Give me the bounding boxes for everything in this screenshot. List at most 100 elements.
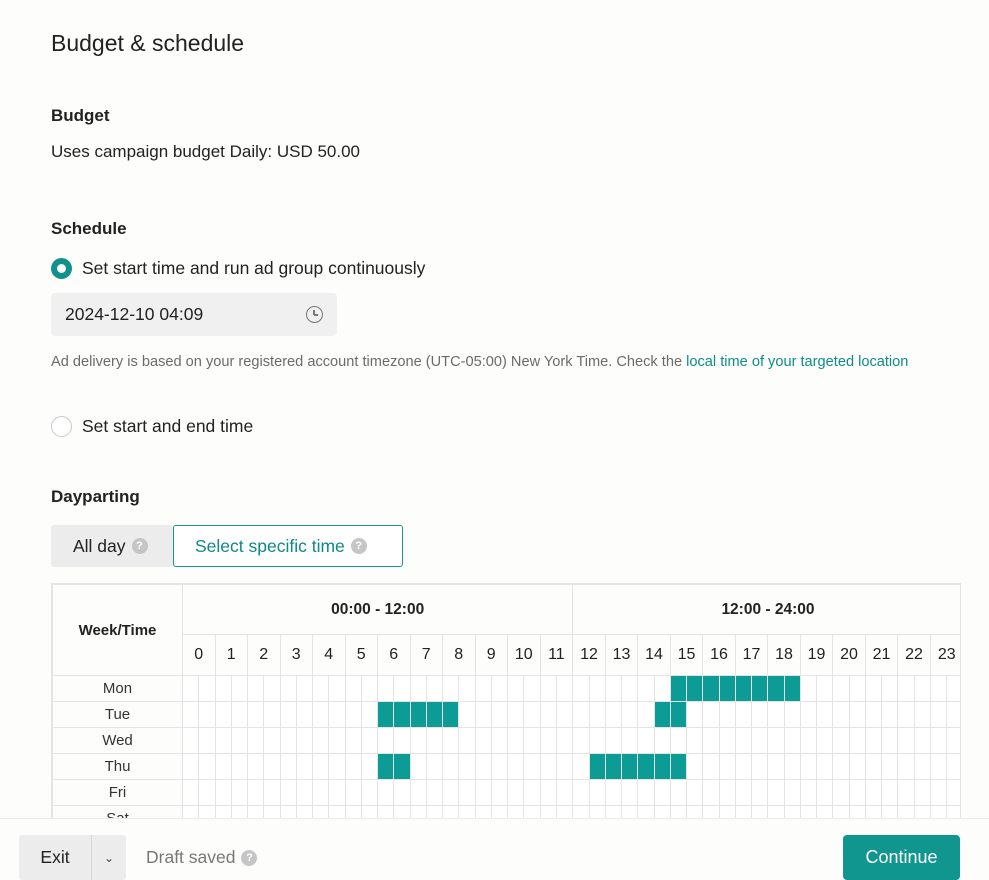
time-slot[interactable] [198,779,216,806]
time-slot[interactable] [230,675,249,702]
time-slot[interactable] [311,805,330,819]
time-slot[interactable] [604,701,623,728]
time-slot[interactable] [929,701,948,728]
time-slot[interactable] [409,675,427,702]
time-slot[interactable] [588,675,606,702]
time-slot[interactable] [832,727,850,754]
time-slot[interactable] [376,675,395,702]
time-slot[interactable] [653,675,671,702]
time-slot[interactable] [474,727,492,754]
time-slot[interactable] [393,727,411,754]
time-slot-selected[interactable] [783,675,801,702]
time-slot[interactable] [637,779,655,806]
time-slot[interactable] [864,701,883,728]
time-slot[interactable] [214,753,232,780]
time-slot[interactable] [490,727,509,754]
time-slot[interactable] [230,805,249,819]
time-slot[interactable] [344,753,362,780]
time-slot[interactable] [214,675,232,702]
time-slot[interactable] [328,727,346,754]
time-slot[interactable] [506,805,525,819]
time-slot[interactable] [295,753,314,780]
time-slot[interactable] [523,805,541,819]
time-slot[interactable] [555,779,574,806]
time-slot[interactable] [506,727,525,754]
time-slot[interactable] [441,675,460,702]
time-slot[interactable] [783,701,801,728]
time-slot[interactable] [832,675,850,702]
local-time-link[interactable]: local time of your targeted location [686,354,909,370]
time-slot[interactable] [214,779,232,806]
time-slot[interactable] [523,779,541,806]
time-slot[interactable] [409,805,427,819]
time-slot[interactable] [328,675,346,702]
time-slot[interactable] [799,701,818,728]
radio-start-end-time[interactable]: Set start and end time [51,416,253,437]
time-slot[interactable] [181,727,200,754]
time-slot[interactable] [718,701,736,728]
time-slot[interactable] [588,805,606,819]
time-slot[interactable] [279,701,297,728]
time-slot[interactable] [279,727,297,754]
time-slot[interactable] [539,675,557,702]
time-slot[interactable] [555,675,574,702]
time-slot[interactable] [279,779,297,806]
time-slot-selected[interactable] [718,675,736,702]
time-slot[interactable] [913,779,931,806]
time-slot[interactable] [230,779,249,806]
time-slot[interactable] [864,727,883,754]
time-slot[interactable] [198,675,216,702]
time-slot[interactable] [311,779,330,806]
time-slot[interactable] [263,675,281,702]
time-slot[interactable] [832,805,850,819]
time-slot[interactable] [783,805,801,819]
time-slot[interactable] [214,805,232,819]
time-slot[interactable] [718,753,736,780]
time-slot[interactable] [686,701,704,728]
time-slot[interactable] [897,779,915,806]
time-slot[interactable] [458,779,476,806]
time-slot[interactable] [441,779,460,806]
time-slot[interactable] [263,805,281,819]
time-slot[interactable] [946,675,960,702]
clock-icon[interactable] [306,306,323,323]
time-slot[interactable] [490,805,509,819]
time-slot[interactable] [718,727,736,754]
time-slot[interactable] [832,753,850,780]
time-slot[interactable] [198,805,216,819]
time-slot[interactable] [539,701,557,728]
time-slot-selected[interactable] [686,675,704,702]
time-slot[interactable] [360,779,379,806]
time-slot[interactable] [897,675,915,702]
time-slot[interactable] [360,701,379,728]
time-slot[interactable] [246,727,265,754]
time-slot-selected[interactable] [425,701,444,728]
time-slot[interactable] [913,727,931,754]
time-slot[interactable] [604,805,623,819]
time-slot[interactable] [441,727,460,754]
time-slot[interactable] [929,753,948,780]
time-slot[interactable] [897,727,915,754]
time-slot[interactable] [686,727,704,754]
time-slot[interactable] [539,805,557,819]
time-slot[interactable] [588,727,606,754]
time-slot-selected[interactable] [767,675,785,702]
time-slot[interactable] [767,753,785,780]
time-slot[interactable] [621,779,639,806]
time-slot[interactable] [848,779,866,806]
time-slot[interactable] [376,727,395,754]
time-slot[interactable] [848,675,866,702]
time-slot[interactable] [490,675,509,702]
time-slot[interactable] [816,701,834,728]
time-slot-selected[interactable] [669,675,688,702]
time-slot-selected[interactable] [376,701,395,728]
time-slot[interactable] [328,805,346,819]
time-slot[interactable] [767,805,785,819]
time-slot[interactable] [881,727,899,754]
time-slot[interactable] [946,701,960,728]
time-slot[interactable] [230,701,249,728]
time-slot[interactable] [506,675,525,702]
time-slot[interactable] [295,805,314,819]
time-slot[interactable] [376,779,395,806]
time-slot[interactable] [506,701,525,728]
